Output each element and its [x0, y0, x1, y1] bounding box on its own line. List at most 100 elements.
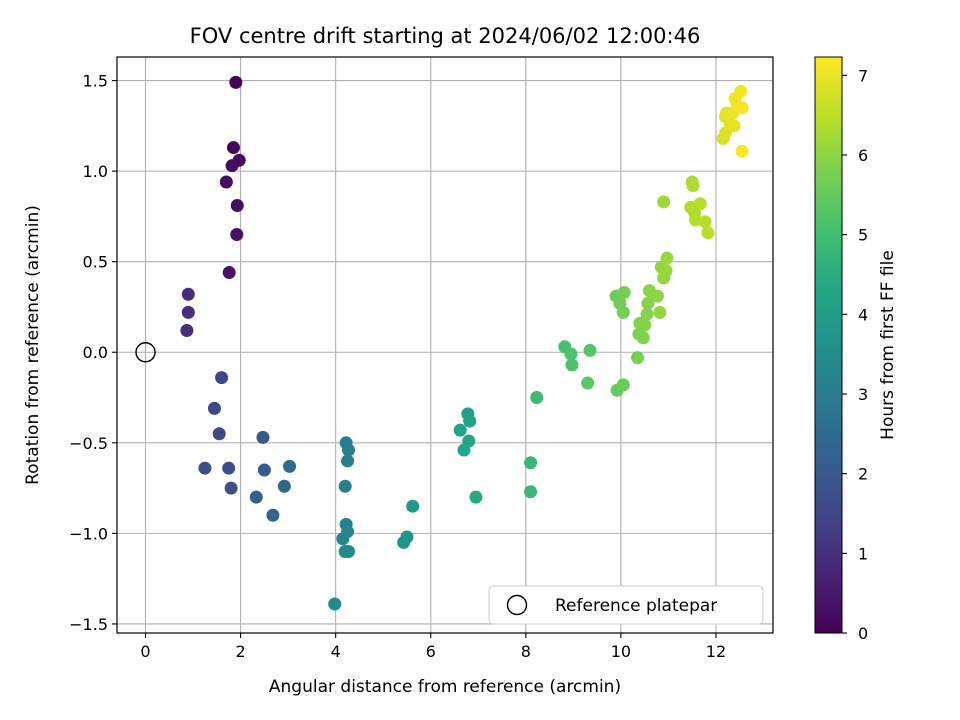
scatter-point: [657, 195, 671, 209]
scatter-point: [583, 343, 597, 357]
x-axis: 0 2 4 6 8 10 12: [140, 633, 726, 661]
scatter-point: [222, 461, 236, 475]
scatter-point: [406, 499, 420, 513]
scatter-point: [698, 215, 712, 229]
colorbar-tick-label: 5: [858, 226, 868, 245]
scatter-point: [530, 391, 544, 405]
y-tick-label: 1.5: [83, 72, 108, 91]
scatter-point: [230, 228, 244, 242]
x-tick-label: 6: [426, 642, 436, 661]
scatter-point: [650, 289, 664, 303]
scatter-point: [564, 347, 578, 361]
y-axis-label: Rotation from reference (arcmin): [23, 205, 43, 485]
scatter-point: [328, 597, 342, 611]
scatter-point: [617, 285, 631, 299]
scatter-point: [215, 371, 229, 385]
scatter-point: [524, 456, 538, 470]
scatter-point: [524, 485, 538, 499]
scatter-point: [198, 461, 212, 475]
colorbar-tick-label: 4: [858, 305, 868, 324]
scatter-point: [256, 430, 270, 444]
colorbar-tick-label: 3: [858, 385, 868, 404]
scatter-point: [226, 141, 240, 155]
colorbar-gradient: [814, 56, 843, 634]
scatter-point: [453, 423, 467, 437]
scatter-point: [638, 318, 652, 332]
scatter-point: [222, 266, 236, 280]
y-tick-label: 0.0: [83, 343, 108, 362]
legend-label-reference-platepar: Reference platepar: [555, 596, 717, 616]
scatter-point: [735, 101, 749, 115]
scatter-point: [266, 508, 280, 522]
scatter-point: [735, 144, 749, 158]
scatter-point: [229, 75, 243, 89]
scatter-point: [660, 251, 674, 265]
colorbar-label: Hours from first FF file: [878, 250, 898, 440]
scatter-point: [342, 443, 356, 457]
scatter-point: [457, 443, 471, 457]
x-tick-label: 8: [521, 642, 531, 661]
scatter-point: [727, 119, 741, 133]
scatter-point: [701, 226, 715, 240]
scatter-point: [734, 84, 748, 98]
scatter-point: [341, 454, 355, 468]
colorbar-ticks: 0 1 2 3 4 5 6 7: [842, 66, 868, 643]
colorbar-tick-label: 1: [858, 544, 868, 563]
chart-title: FOV centre drift starting at 2024/06/02 …: [190, 24, 701, 48]
scatter-point: [283, 459, 297, 473]
scatter-point: [225, 159, 239, 173]
scatter-point: [469, 490, 483, 504]
scatter-point: [219, 175, 233, 189]
legend: Reference platepar: [488, 585, 764, 625]
scatter-point: [338, 479, 352, 493]
scatter-point: [181, 287, 195, 301]
scatter-point: [277, 479, 291, 493]
scatter-point: [693, 197, 707, 211]
scatter-point: [212, 427, 226, 441]
plot-area: 0 2 4 6 8 10 12 −1.5 −1.0 −0.5 0.0 0.5 1.0 1.5: [69, 56, 774, 661]
scatter-points: [180, 75, 749, 611]
scatter-point: [631, 351, 645, 365]
scatter-point: [230, 199, 244, 213]
scatter-point: [249, 490, 263, 504]
scatter-point: [397, 535, 411, 549]
scatter-point: [653, 305, 667, 319]
scatter-point: [257, 463, 271, 477]
scatter-point: [616, 305, 630, 319]
y-tick-label: −1.5: [69, 615, 108, 634]
colorbar-tick-label: 6: [858, 146, 868, 165]
reference-platepar-point: [135, 342, 156, 363]
colorbar-tick-label: 0: [858, 624, 868, 643]
scatter-point: [463, 414, 477, 428]
colorbar-tick-label: 2: [858, 465, 868, 484]
scatter-point: [224, 481, 238, 495]
reference-marker: [135, 342, 156, 363]
x-tick-label: 4: [331, 642, 341, 661]
y-axis: −1.5 −1.0 −0.5 0.0 0.5 1.0 1.5: [69, 72, 117, 634]
scatter-point: [336, 532, 350, 546]
scatter-point: [207, 401, 221, 415]
x-axis-label: Angular distance from reference (arcmin): [269, 677, 621, 697]
scatter-point: [636, 331, 650, 345]
scatter-point: [640, 307, 654, 321]
grid-lines: [117, 57, 773, 633]
scatter-point: [616, 378, 630, 392]
x-tick-label: 12: [706, 642, 726, 661]
colorbar: 0 1 2 3 4 5 6 7 Hours from first FF file: [814, 56, 898, 643]
y-tick-label: −0.5: [69, 434, 108, 453]
y-tick-label: 1.0: [83, 162, 108, 181]
scatter-point: [565, 358, 579, 372]
scatter-point: [686, 179, 700, 193]
y-tick-label: −1.0: [69, 524, 108, 543]
x-tick-label: 10: [611, 642, 631, 661]
x-tick-label: 0: [140, 642, 150, 661]
colorbar-tick-label: 7: [858, 66, 868, 85]
scatter-point: [581, 376, 595, 390]
legend-marker-open-circle: [506, 594, 528, 616]
scatter-point: [659, 264, 673, 278]
scatter-point: [641, 296, 655, 310]
y-tick-label: 0.5: [83, 253, 108, 272]
scatter-point: [180, 324, 194, 338]
scatter-point: [181, 305, 195, 319]
